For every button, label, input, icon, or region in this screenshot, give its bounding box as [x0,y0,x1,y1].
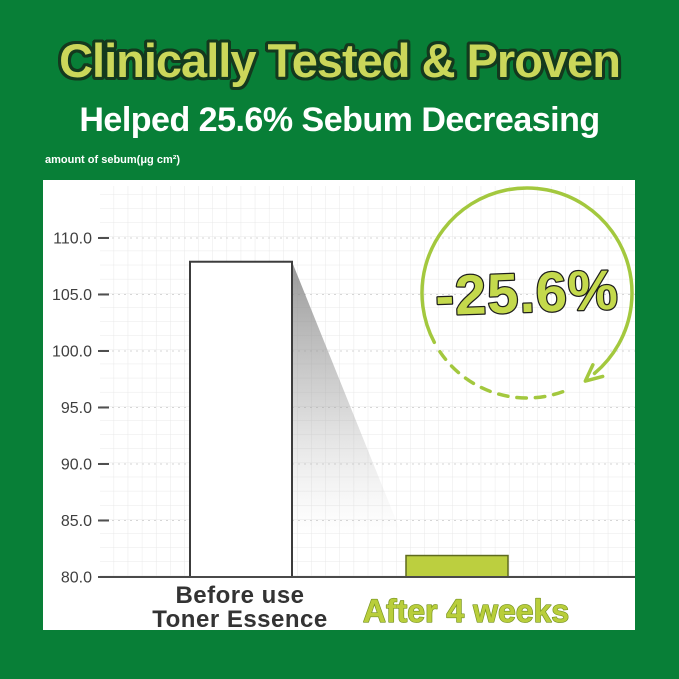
category-label-before-line1: Before use [175,582,304,609]
chart-panel: 110.0 105.0 100.0 95.0 90.0 85.0 80.0 -25.6% B… [43,180,635,633]
page-title: Clinically Tested & Proven [59,34,621,87]
y-axis-ticks: 110.0 105.0 100.0 95.0 90.0 85.0 80.0 [52,231,635,587]
sebum-bar-chart: 110.0 105.0 100.0 95.0 90.0 85.0 80.0 -25.6% B… [52,186,635,633]
circle-dashed-arc [438,349,572,400]
category-label-after: After 4 weeks [363,593,569,629]
y-tick-label: 85.0 [61,513,92,530]
y-tick-label: 80.0 [61,570,92,587]
decrease-percent-label: -25.6% [434,258,620,327]
y-tick-label: 90.0 [61,457,92,474]
decrease-circle-annotation: -25.6% [420,186,634,400]
bar-before-use [189,260,293,578]
arrow-head-icon [583,363,605,383]
page-subtitle: Helped 25.6% Sebum Decreasing [79,101,600,139]
y-tick-label: 95.0 [61,400,92,417]
category-label-before-line2: Toner Essence [152,606,327,630]
y-tick-label: 100.0 [52,344,92,361]
y-tick-label: 105.0 [52,287,92,304]
y-axis-title: amount of sebum(μg cm²) [45,154,181,166]
circle-solid-arc [420,186,634,376]
y-tick-label: 110.0 [53,231,92,248]
bar-after-4-weeks [405,554,509,578]
